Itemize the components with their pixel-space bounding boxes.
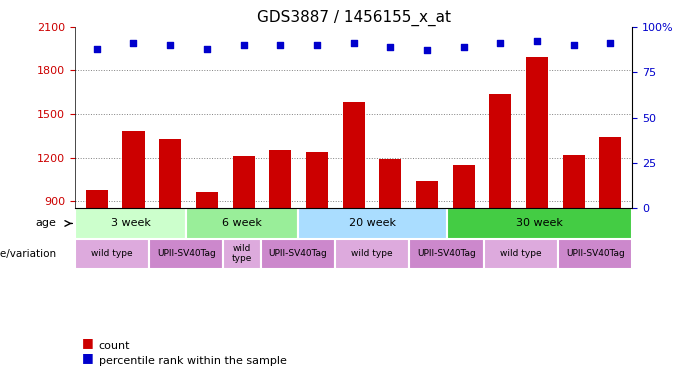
Text: genotype/variation: genotype/variation xyxy=(0,249,56,259)
Bar xyxy=(562,155,585,209)
Text: wild type: wild type xyxy=(500,249,542,258)
Bar xyxy=(159,139,181,209)
Text: count: count xyxy=(99,341,130,351)
FancyBboxPatch shape xyxy=(558,238,632,269)
Text: UPII-SV40Tag: UPII-SV40Tag xyxy=(157,249,216,258)
Point xyxy=(458,44,469,50)
FancyBboxPatch shape xyxy=(335,238,409,269)
Point xyxy=(605,40,616,46)
Point xyxy=(311,42,322,48)
Text: wild type: wild type xyxy=(91,249,133,258)
Point xyxy=(275,42,286,48)
Text: ■: ■ xyxy=(82,336,93,349)
Text: 6 week: 6 week xyxy=(222,218,262,228)
Point xyxy=(568,42,579,48)
Text: 30 week: 30 week xyxy=(516,218,563,228)
Bar xyxy=(343,103,364,209)
FancyBboxPatch shape xyxy=(483,238,558,269)
FancyBboxPatch shape xyxy=(224,238,260,269)
Text: 3 week: 3 week xyxy=(111,218,150,228)
Bar xyxy=(416,181,438,209)
Bar xyxy=(306,152,328,209)
Point xyxy=(238,42,249,48)
FancyBboxPatch shape xyxy=(260,238,335,269)
FancyBboxPatch shape xyxy=(186,209,298,238)
Text: UPII-SV40Tag: UPII-SV40Tag xyxy=(269,249,327,258)
Point xyxy=(495,40,506,46)
Bar xyxy=(75,208,625,248)
FancyBboxPatch shape xyxy=(409,238,483,269)
Bar xyxy=(526,57,548,209)
Point xyxy=(201,46,212,52)
Text: 20 week: 20 week xyxy=(349,218,396,228)
FancyBboxPatch shape xyxy=(75,238,149,269)
Text: UPII-SV40Tag: UPII-SV40Tag xyxy=(566,249,625,258)
Point xyxy=(91,46,102,52)
FancyBboxPatch shape xyxy=(298,209,447,238)
Bar xyxy=(379,159,401,209)
Text: wild type: wild type xyxy=(352,249,393,258)
Text: UPII-SV40Tag: UPII-SV40Tag xyxy=(417,249,476,258)
Title: GDS3887 / 1456155_x_at: GDS3887 / 1456155_x_at xyxy=(256,9,451,25)
Bar xyxy=(233,156,254,209)
Text: wild
type: wild type xyxy=(232,244,252,263)
Bar xyxy=(453,165,475,209)
Point xyxy=(128,40,139,46)
Bar xyxy=(490,94,511,209)
Text: percentile rank within the sample: percentile rank within the sample xyxy=(99,356,286,366)
Bar xyxy=(86,190,108,209)
Point xyxy=(348,40,359,46)
FancyBboxPatch shape xyxy=(75,209,186,238)
Point xyxy=(385,44,396,50)
Text: ■: ■ xyxy=(82,351,93,364)
Bar xyxy=(269,150,291,209)
FancyBboxPatch shape xyxy=(447,209,632,238)
Point xyxy=(422,47,432,53)
Point xyxy=(165,42,175,48)
Bar xyxy=(196,192,218,209)
Point xyxy=(532,38,543,45)
Bar xyxy=(599,137,622,209)
Text: age: age xyxy=(35,218,56,228)
Bar xyxy=(122,131,144,209)
FancyBboxPatch shape xyxy=(149,238,224,269)
